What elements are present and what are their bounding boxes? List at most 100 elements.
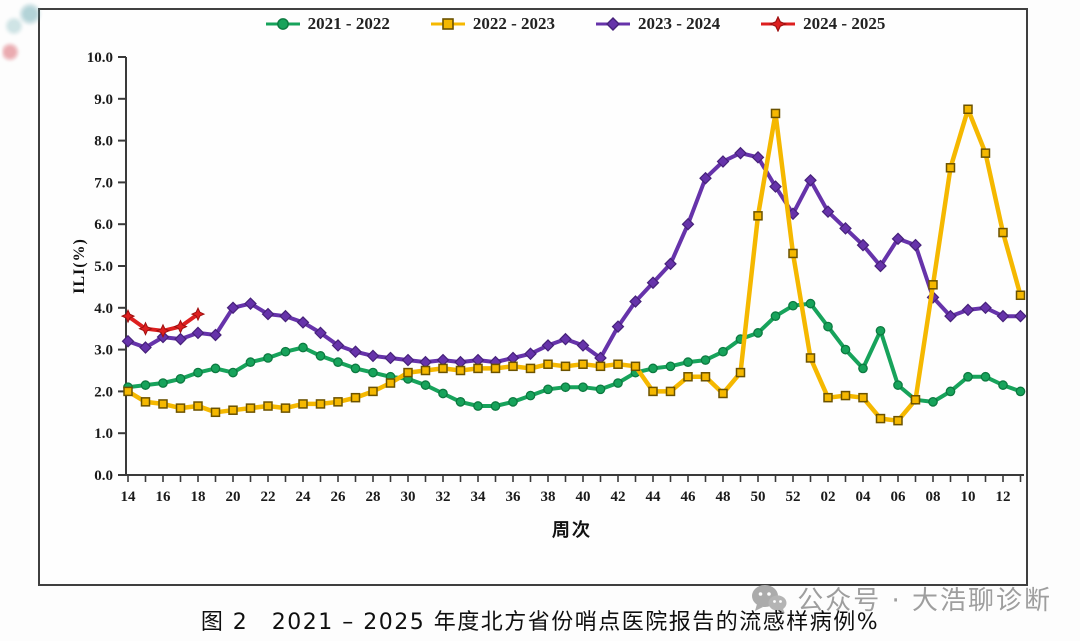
data-point <box>333 357 343 367</box>
legend-marker-square-icon <box>430 18 465 30</box>
data-point <box>559 332 572 346</box>
data-point <box>350 392 361 403</box>
data-point <box>963 104 973 114</box>
legend-item-2022-2023: 2022 - 2023 <box>430 14 555 34</box>
data-point <box>193 401 203 411</box>
x-tick-label: 12 <box>996 489 1011 505</box>
data-point <box>648 386 658 397</box>
data-point <box>401 353 415 367</box>
data-point <box>138 321 153 336</box>
data-point <box>891 232 905 246</box>
x-tick-label: 10 <box>961 489 976 505</box>
data-point <box>140 397 151 407</box>
data-point <box>805 298 816 309</box>
data-point <box>910 395 921 405</box>
data-point <box>120 308 136 324</box>
legend-item-2021-2022: 2021 - 2022 <box>265 14 390 34</box>
data-point <box>998 227 1008 238</box>
data-point <box>191 326 205 340</box>
data-point <box>734 146 747 160</box>
data-point <box>173 319 188 334</box>
data-point <box>928 280 938 290</box>
data-point <box>665 386 676 397</box>
data-point <box>543 384 553 395</box>
data-point <box>683 357 693 367</box>
data-point <box>280 403 291 413</box>
data-point <box>210 407 221 418</box>
x-tick-label: 40 <box>576 489 591 505</box>
data-point <box>893 415 903 426</box>
data-point <box>998 380 1008 390</box>
data-point <box>210 363 221 374</box>
y-tick-label: 9.0 <box>94 92 113 108</box>
legend-marker-diamond-icon <box>596 17 630 31</box>
data-point <box>368 367 378 378</box>
y-tick-label: 10.0 <box>87 50 113 66</box>
data-point <box>524 347 537 361</box>
data-point <box>438 363 448 374</box>
data-point <box>788 300 798 311</box>
data-point <box>980 371 991 382</box>
x-tick-label: 42 <box>611 489 626 505</box>
data-point <box>928 396 938 407</box>
x-tick-label: 20 <box>226 489 241 505</box>
data-point <box>875 413 886 424</box>
y-axis-title: ILI(%) <box>71 238 88 294</box>
data-point <box>525 363 536 374</box>
data-point <box>384 351 397 365</box>
data-point <box>858 392 868 403</box>
data-point <box>699 171 712 185</box>
x-tick-label: 46 <box>681 489 697 505</box>
y-tick-label: 2.0 <box>94 384 113 400</box>
data-point <box>263 401 273 411</box>
series-2022-2023 <box>123 104 1026 426</box>
data-point <box>875 325 886 336</box>
data-point <box>121 334 135 348</box>
data-point <box>349 345 362 359</box>
data-point <box>874 259 887 273</box>
x-tick-label: 04 <box>856 489 872 505</box>
data-point <box>646 276 660 290</box>
data-point <box>805 353 816 363</box>
legend-item-2024-2025: 2024 - 2025 <box>760 14 885 34</box>
figure-caption: 图 2 2021 – 2025 年度北方省份哨点医院报告的流感样病例% <box>200 610 880 635</box>
data-point <box>576 339 590 352</box>
data-point <box>455 365 466 376</box>
data-point <box>595 361 606 372</box>
data-point <box>455 396 466 407</box>
x-tick-label: 28 <box>366 489 381 505</box>
data-point <box>315 351 326 361</box>
data-point <box>139 341 152 354</box>
data-point <box>611 320 625 333</box>
series-line <box>126 301 1023 408</box>
data-point <box>735 367 746 378</box>
y-tick-label: 4.0 <box>94 301 113 317</box>
data-point <box>543 359 553 369</box>
data-point <box>683 372 693 382</box>
series-2023-2024 <box>121 146 1027 369</box>
data-point <box>839 222 852 235</box>
legend: 2021 - 2022 2022 - 2023 2023 - 2024 2024… <box>130 14 1020 34</box>
data-point <box>595 384 606 395</box>
data-point <box>314 326 327 340</box>
data-point <box>629 295 642 308</box>
data-point <box>174 332 187 346</box>
watermark-text: 公众号 · 大浩聊诊断 <box>797 586 1052 616</box>
data-point <box>366 349 380 363</box>
data-point <box>190 306 206 322</box>
data-point <box>158 399 168 409</box>
data-point <box>909 238 922 252</box>
data-point <box>403 367 413 378</box>
data-point <box>753 211 763 221</box>
watermark: 公众号 · 大浩聊诊断 <box>751 580 1052 617</box>
data-point <box>578 382 588 393</box>
y-tick-label: 8.0 <box>94 134 113 150</box>
data-point <box>788 248 798 259</box>
data-point <box>385 378 396 388</box>
data-point <box>245 357 256 367</box>
legend-label: 2023 - 2024 <box>638 14 721 33</box>
data-point <box>263 353 273 363</box>
data-point <box>473 401 483 411</box>
data-point <box>648 363 658 374</box>
